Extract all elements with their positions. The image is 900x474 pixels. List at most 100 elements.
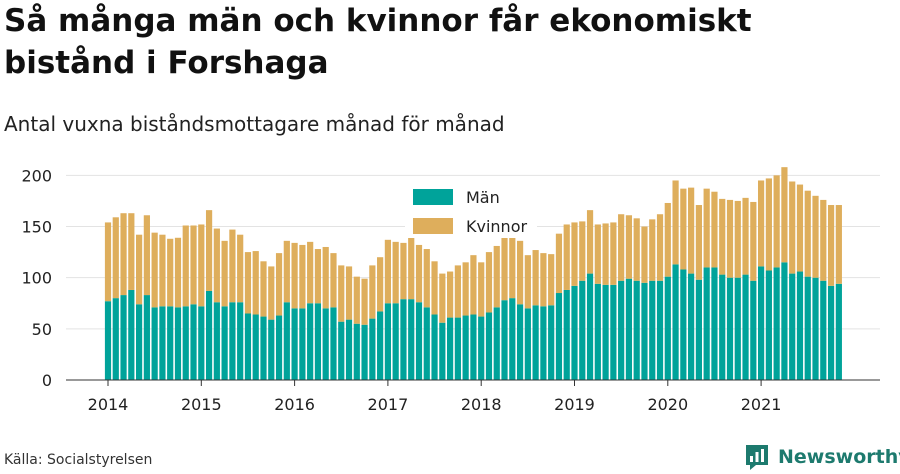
bar-kvinnor — [415, 244, 423, 303]
bar-man — [415, 302, 423, 380]
newsworthy-logo-icon — [746, 445, 768, 470]
bar-kvinnor — [159, 234, 166, 307]
bar-kvinnor — [742, 197, 749, 275]
legend-swatch-man — [413, 189, 453, 205]
bar-man — [112, 298, 119, 380]
y-tick-label: 100 — [21, 269, 52, 288]
x-tick-label: 2018 — [461, 395, 502, 414]
bar-kvinnor — [750, 201, 757, 281]
bar-kvinnor — [283, 240, 290, 303]
bar-kvinnor — [796, 184, 804, 272]
bar-kvinnor — [734, 200, 741, 278]
bar-man — [524, 308, 531, 380]
bar-kvinnor — [610, 222, 617, 285]
bar-man — [392, 303, 399, 380]
bar-man — [618, 280, 625, 380]
bar-kvinnor — [229, 229, 236, 303]
bar-kvinnor — [493, 245, 500, 308]
bars — [104, 167, 842, 380]
bar-kvinnor — [120, 213, 127, 296]
bar-kvinnor — [571, 222, 578, 286]
bar-man — [205, 290, 213, 380]
bar-man — [439, 322, 446, 380]
bar-man — [796, 271, 804, 380]
bar-kvinnor — [260, 261, 267, 317]
bar-man — [820, 280, 827, 380]
bar-man — [672, 264, 679, 380]
x-tick-label: 2016 — [274, 395, 315, 414]
y-tick-label: 0 — [42, 371, 52, 390]
bar-man — [291, 308, 298, 380]
bar-man — [827, 285, 835, 380]
bar-man — [680, 269, 687, 380]
legend-label-kvinnor: Kvinnor — [466, 217, 527, 236]
bar-kvinnor — [167, 238, 174, 307]
bar-man — [213, 302, 220, 380]
legend-swatch-kvinnor — [413, 218, 453, 234]
bar-man — [314, 303, 322, 380]
bar-kvinnor — [781, 167, 788, 263]
bar-kvinnor — [633, 218, 640, 281]
bar-man — [128, 289, 135, 380]
bar-man — [408, 299, 415, 380]
bar-man — [275, 315, 283, 380]
x-tick-label: 2017 — [368, 395, 409, 414]
bar-kvinnor — [804, 190, 811, 277]
bar-kvinnor — [532, 250, 539, 306]
bar-kvinnor — [244, 252, 252, 314]
bar-man — [307, 303, 314, 380]
bar-man — [268, 319, 275, 380]
bar-kvinnor — [213, 228, 220, 303]
bar-man — [758, 266, 765, 380]
bar-kvinnor — [820, 199, 827, 281]
bar-man — [159, 306, 166, 380]
brand-name: Newsworthy — [778, 446, 900, 468]
bar-man — [198, 306, 205, 380]
bar-man — [594, 283, 601, 380]
bar-man — [384, 303, 391, 380]
bar-kvinnor — [516, 240, 524, 305]
bar-kvinnor — [602, 223, 609, 285]
bar-kvinnor — [330, 253, 337, 308]
bar-kvinnor — [307, 241, 314, 304]
bar-kvinnor — [664, 202, 671, 277]
bar-kvinnor — [524, 255, 531, 309]
bar-kvinnor — [501, 234, 508, 301]
y-tick-label: 150 — [21, 218, 52, 237]
bar-kvinnor — [400, 242, 407, 300]
bar-man — [726, 277, 734, 380]
bar-kvinnor — [205, 210, 213, 291]
bar-man — [322, 308, 329, 380]
bar-man — [120, 295, 127, 380]
bar-man — [579, 280, 586, 380]
bar-kvinnor — [835, 205, 842, 284]
bar-man — [571, 285, 578, 380]
bar-man — [602, 284, 609, 380]
bar-man — [540, 306, 547, 380]
bar-man — [353, 323, 360, 380]
bar-kvinnor — [555, 233, 563, 294]
bar-kvinnor — [345, 266, 353, 320]
bar-man — [221, 306, 228, 380]
bar-kvinnor — [586, 210, 594, 274]
bar-kvinnor — [773, 175, 780, 268]
bar-man — [330, 307, 337, 380]
bar-man — [781, 262, 788, 380]
bar-kvinnor — [252, 251, 259, 315]
bar-kvinnor — [579, 221, 586, 281]
x-axis-ticks: 2014 2015 2016 2017 2018 2019 2020 2021 — [88, 380, 781, 414]
bar-kvinnor — [353, 276, 360, 324]
bar-kvinnor — [509, 226, 516, 299]
bar-man — [485, 312, 493, 380]
bar-kvinnor — [392, 241, 399, 304]
bar-kvinnor — [377, 257, 384, 312]
x-tick-label: 2020 — [647, 395, 688, 414]
brand-logo: Newsworthy — [744, 442, 900, 472]
bar-man — [143, 295, 150, 380]
bar-man — [812, 277, 819, 380]
bar-kvinnor — [182, 225, 189, 307]
bar-kvinnor — [789, 181, 796, 274]
bar-man — [454, 317, 461, 380]
bar-kvinnor — [314, 249, 322, 304]
bar-man — [509, 298, 516, 380]
